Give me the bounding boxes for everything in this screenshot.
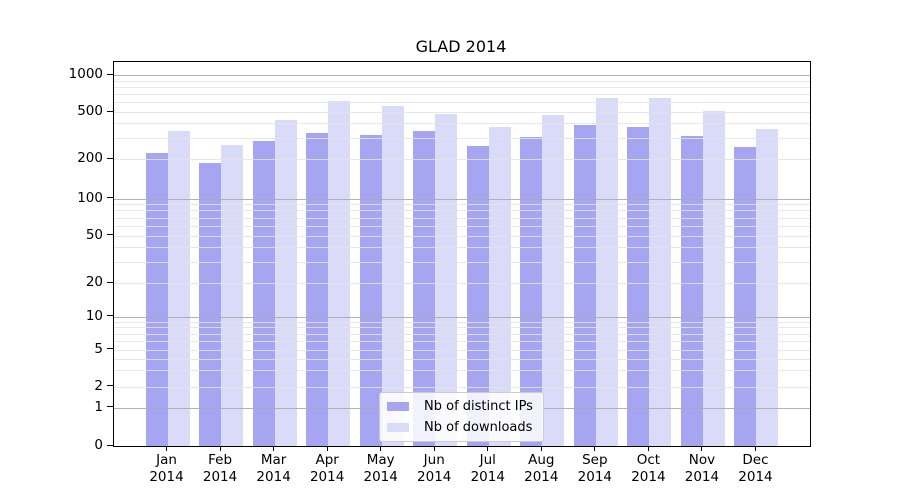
x-tick-mark <box>701 446 703 451</box>
x-tick-mark <box>219 446 221 451</box>
y-tick-mark <box>107 444 113 446</box>
x-tick-label: Mar 2014 <box>256 452 291 485</box>
bar-distinct-ips <box>306 133 329 446</box>
x-tick-mark <box>540 446 542 451</box>
x-tick-label: Sep 2014 <box>577 452 613 485</box>
bar-downloads <box>756 128 779 446</box>
x-tick-label: Feb 2014 <box>202 452 238 485</box>
x-tick-label: Aug 2014 <box>524 452 559 485</box>
bar-downloads <box>435 114 458 446</box>
y-tick-mark <box>107 234 113 235</box>
bar-distinct-ips <box>520 136 543 446</box>
bar-downloads <box>167 131 190 446</box>
y-tick-mark <box>107 73 113 75</box>
x-tick-label: Jun 2014 <box>417 452 452 485</box>
legend-item-distinct-ips: Nb of distinct IPs <box>387 399 533 414</box>
x-tick-label: Jul 2014 <box>470 452 505 485</box>
y-tick-mark <box>107 348 113 349</box>
y-tick-label: 2 <box>94 377 103 394</box>
minor-gridline <box>114 87 810 88</box>
bar-downloads <box>381 105 404 446</box>
y-tick-mark <box>107 197 113 198</box>
x-tick-label: Apr 2014 <box>309 452 345 485</box>
y-tick-label: 0 <box>94 437 103 453</box>
legend-swatch-distinct-ips-icon <box>387 402 409 411</box>
y-tick-mark <box>107 406 113 407</box>
bar-downloads <box>221 144 244 446</box>
x-tick-mark <box>594 446 596 451</box>
bar-distinct-ips <box>413 131 436 446</box>
y-tick-label: 10 <box>85 307 103 324</box>
x-tick-mark <box>647 446 649 451</box>
bar-downloads <box>274 119 297 446</box>
x-tick-label: Nov 2014 <box>684 452 720 485</box>
bar-distinct-ips <box>199 163 222 446</box>
major-gridline <box>114 75 810 76</box>
x-tick-mark <box>433 446 435 451</box>
bar-downloads <box>649 98 672 446</box>
bar-downloads <box>542 114 565 446</box>
bar-distinct-ips <box>734 146 757 446</box>
minor-gridline <box>114 94 810 95</box>
bar-distinct-ips <box>252 140 275 446</box>
bar-distinct-ips <box>359 134 382 446</box>
legend-item-downloads: Nb of downloads <box>387 420 533 435</box>
x-tick-label: May 2014 <box>363 452 398 485</box>
y-tick-mark <box>107 157 113 159</box>
y-tick-label: 100 <box>77 189 103 206</box>
x-tick-mark <box>166 446 168 451</box>
bar-distinct-ips <box>573 125 596 446</box>
x-tick-label: Oct 2014 <box>631 452 666 485</box>
legend-swatch-downloads-icon <box>387 423 409 432</box>
x-tick-mark <box>380 446 382 451</box>
bar-distinct-ips <box>627 126 650 446</box>
minor-gridline <box>114 102 810 103</box>
y-tick-label: 5 <box>94 340 103 357</box>
x-tick-mark <box>273 446 275 451</box>
bar-downloads <box>595 98 618 446</box>
bar-downloads <box>702 110 725 446</box>
bar-downloads <box>328 100 351 446</box>
plot-area: Nb of distinct IPs Nb of downloads <box>113 61 811 447</box>
y-tick-label: 20 <box>85 274 103 290</box>
y-tick-mark <box>107 281 113 283</box>
y-tick-mark <box>107 385 113 386</box>
legend-label-downloads: Nb of downloads <box>424 420 533 435</box>
y-tick-label: 50 <box>85 226 103 243</box>
x-tick-mark <box>487 446 489 451</box>
x-tick-label: Jan 2014 <box>149 452 184 485</box>
y-tick-mark <box>107 315 113 317</box>
bar-distinct-ips <box>680 135 703 446</box>
chart-title: GLAD 2014 <box>415 37 507 56</box>
legend-label-distinct-ips: Nb of distinct IPs <box>424 399 533 414</box>
bar-distinct-ips <box>145 152 168 446</box>
y-tick-label: 1 <box>94 398 103 415</box>
bar-downloads <box>488 127 511 446</box>
legend: Nb of distinct IPs Nb of downloads <box>379 392 544 442</box>
x-tick-mark <box>754 446 756 451</box>
x-tick-label: Dec 2014 <box>738 452 773 485</box>
y-tick-mark <box>107 110 113 112</box>
y-tick-label: 500 <box>77 103 103 119</box>
y-tick-label: 200 <box>77 150 103 166</box>
x-tick-mark <box>326 446 328 451</box>
minor-gridline <box>114 81 810 82</box>
y-tick-label: 1000 <box>68 66 103 82</box>
